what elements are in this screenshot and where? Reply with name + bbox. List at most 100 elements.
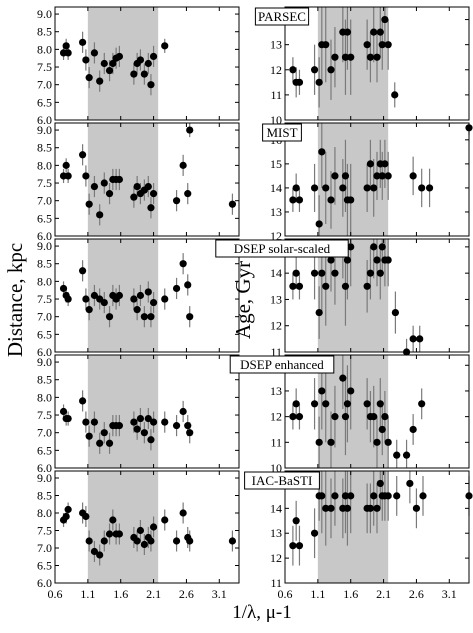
shaded-band — [317, 7, 389, 120]
data-point — [418, 184, 426, 192]
data-point — [295, 78, 304, 86]
data-point — [184, 281, 192, 289]
data-point — [381, 15, 389, 24]
data-point — [109, 516, 117, 524]
data-point — [179, 161, 187, 169]
data-point — [149, 418, 158, 426]
data-point — [289, 196, 297, 204]
y-tick-label: 11 — [270, 88, 282, 102]
panel-title-box — [262, 123, 302, 142]
x-tick-label: 3.1 — [442, 587, 457, 601]
data-point — [90, 182, 99, 191]
data-point — [295, 196, 304, 204]
data-point — [100, 537, 108, 545]
data-point — [366, 504, 375, 512]
data-point — [85, 200, 93, 208]
data-point — [310, 269, 319, 277]
x-tick-label: 2.1 — [376, 587, 391, 601]
data-point — [363, 282, 371, 290]
data-point — [315, 78, 323, 86]
data-point — [161, 516, 169, 524]
data-point — [172, 422, 181, 430]
panel-title: MIST — [266, 125, 297, 140]
panel-mist-distance: 6.0 6.5 7.0 7.5 8.0 8.5 9.0 — [37, 122, 240, 243]
x-tick-label: 1.1 — [80, 587, 95, 601]
x-tick-label: 3.1 — [212, 587, 227, 601]
panel-title-box — [215, 239, 349, 258]
y-tick-label: 14 — [270, 181, 282, 195]
y-tick-label: 7.0 — [37, 426, 52, 440]
data-point — [161, 295, 169, 303]
y-tick-label: 15 — [270, 157, 282, 171]
data-point — [228, 537, 237, 545]
x-tick-label: 1.6 — [113, 587, 128, 601]
data-point — [115, 291, 123, 300]
shaded-band — [317, 471, 389, 583]
data-point — [292, 269, 300, 277]
data-point — [315, 438, 323, 446]
data-point — [109, 59, 117, 68]
data-point — [79, 397, 87, 405]
data-point — [339, 374, 347, 382]
y-tick-label: 12 — [270, 319, 282, 333]
x-tick-label: 0.6 — [278, 587, 293, 601]
data-point — [144, 414, 152, 423]
data-point — [318, 148, 326, 156]
data-point — [370, 243, 378, 251]
data-point — [310, 184, 319, 192]
data-point — [318, 387, 326, 395]
data-point — [347, 243, 355, 251]
data-point — [186, 429, 194, 437]
data-point — [289, 66, 297, 74]
data-point — [347, 196, 355, 204]
data-point — [341, 492, 350, 500]
data-point — [376, 269, 384, 277]
data-point — [90, 547, 99, 556]
data-point — [82, 418, 90, 426]
y-tick-label: 14 — [270, 266, 282, 280]
data-point — [425, 184, 434, 192]
y-tick-label: 12 — [270, 410, 282, 424]
data-point — [384, 256, 392, 264]
y-tick-label: 13 — [270, 384, 282, 398]
y-tick-label: 7.0 — [37, 310, 52, 324]
y-tick-label: 8.0 — [37, 506, 52, 520]
data-point — [310, 400, 319, 408]
data-point — [315, 220, 323, 228]
x-tick-label: 2.6 — [179, 587, 194, 601]
y-tick-label: 6.0 — [37, 576, 52, 590]
data-point — [133, 306, 141, 314]
y-tick-label: 6.5 — [37, 327, 52, 341]
y-tick-label: 6.0 — [37, 229, 52, 243]
y-tick-label: 14 — [270, 501, 282, 515]
data-point — [295, 413, 304, 421]
data-point — [100, 179, 108, 187]
data-point — [363, 400, 371, 408]
x-tick-label: 2.1 — [146, 587, 161, 601]
y-tick-label: 9.0 — [37, 239, 52, 253]
data-point — [363, 184, 371, 192]
y-tick-label: 9.0 — [37, 123, 52, 137]
data-point — [136, 56, 145, 64]
data-point — [409, 172, 417, 180]
data-point — [327, 196, 335, 204]
data-point — [140, 429, 148, 437]
y-tick-label: 11 — [270, 345, 282, 359]
panel-dsep-enhanced-age: 1011121314DSEP enhanced — [229, 354, 470, 475]
data-point — [292, 400, 300, 408]
data-point — [184, 422, 192, 430]
panel-grid: 6.06.57.07.58.08.59.01011121314PARSEC6.0… — [37, 6, 473, 601]
y-tick-label: 11 — [270, 435, 282, 449]
data-point — [378, 41, 386, 49]
data-point — [318, 492, 326, 500]
data-point — [105, 190, 114, 198]
data-point — [140, 70, 148, 78]
panel-frame — [54, 470, 240, 584]
data-point — [186, 313, 194, 321]
panel-frame — [284, 238, 470, 353]
data-point — [115, 530, 123, 538]
data-point — [373, 256, 381, 264]
data-point — [115, 422, 123, 430]
data-point — [100, 429, 108, 437]
